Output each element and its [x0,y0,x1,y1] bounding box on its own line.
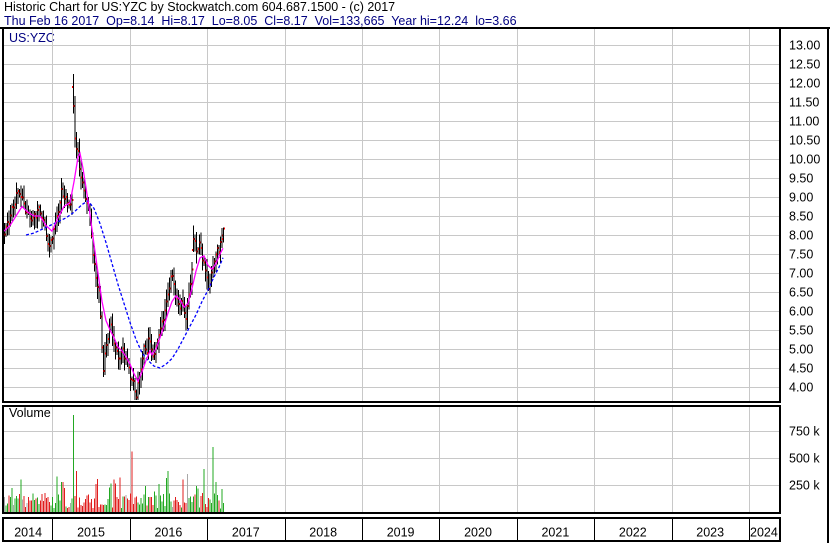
svg-text:2017: 2017 [232,526,260,540]
svg-text:11.50: 11.50 [789,96,819,110]
svg-text:7.00: 7.00 [789,267,813,281]
quote-summary-line: Thu Feb 16 2017 Op=8.14 Hi=8.17 Lo=8.05 … [4,14,517,28]
svg-text:6.00: 6.00 [789,305,813,319]
svg-text:9.50: 9.50 [789,172,813,186]
ma-slow-line [25,199,224,369]
svg-text:7.50: 7.50 [789,248,813,262]
volume-bars [4,414,225,512]
svg-text:2022: 2022 [619,526,647,540]
svg-text:10.00: 10.00 [789,153,820,167]
gridlines [4,29,780,512]
volume-panel-label: Volume [9,406,51,420]
svg-text:12.00: 12.00 [789,77,820,91]
svg-text:2023: 2023 [696,526,724,540]
svg-text:2014: 2014 [14,526,42,540]
svg-text:13.00: 13.00 [789,39,820,53]
svg-text:6.50: 6.50 [789,286,813,300]
svg-text:2024: 2024 [750,526,778,540]
svg-text:8.00: 8.00 [789,229,813,243]
svg-text:500 k: 500 k [789,452,820,466]
svg-text:250 k: 250 k [789,479,820,493]
svg-text:2016: 2016 [154,526,182,540]
svg-text:5.00: 5.00 [789,343,813,357]
ma-fast-line [3,151,224,383]
svg-text:12.50: 12.50 [789,58,820,72]
svg-text:4.50: 4.50 [789,362,813,376]
svg-text:750 k: 750 k [789,425,820,439]
svg-text:10.50: 10.50 [789,134,820,148]
axis-labels: 13.00 12.50 12.00 11.50 11.00 10.50 10.00 9.50 9… [14,39,820,540]
svg-text:2018: 2018 [309,526,337,540]
svg-text:11.00: 11.00 [789,115,819,129]
svg-text:2019: 2019 [387,526,415,540]
svg-text:8.50: 8.50 [789,210,813,224]
svg-text:2015: 2015 [77,526,105,540]
price-bars [2,73,226,400]
svg-text:2020: 2020 [464,526,492,540]
chart-title-line: Historic Chart for US:YZC by Stockwatch.… [4,0,396,14]
svg-text:9.00: 9.00 [789,191,813,205]
panel-borders [0,27,830,543]
price-panel-symbol-label: US:YZC [9,31,55,45]
svg-text:2021: 2021 [541,526,569,540]
svg-text:5.50: 5.50 [789,324,813,338]
svg-text:4.00: 4.00 [789,381,813,395]
